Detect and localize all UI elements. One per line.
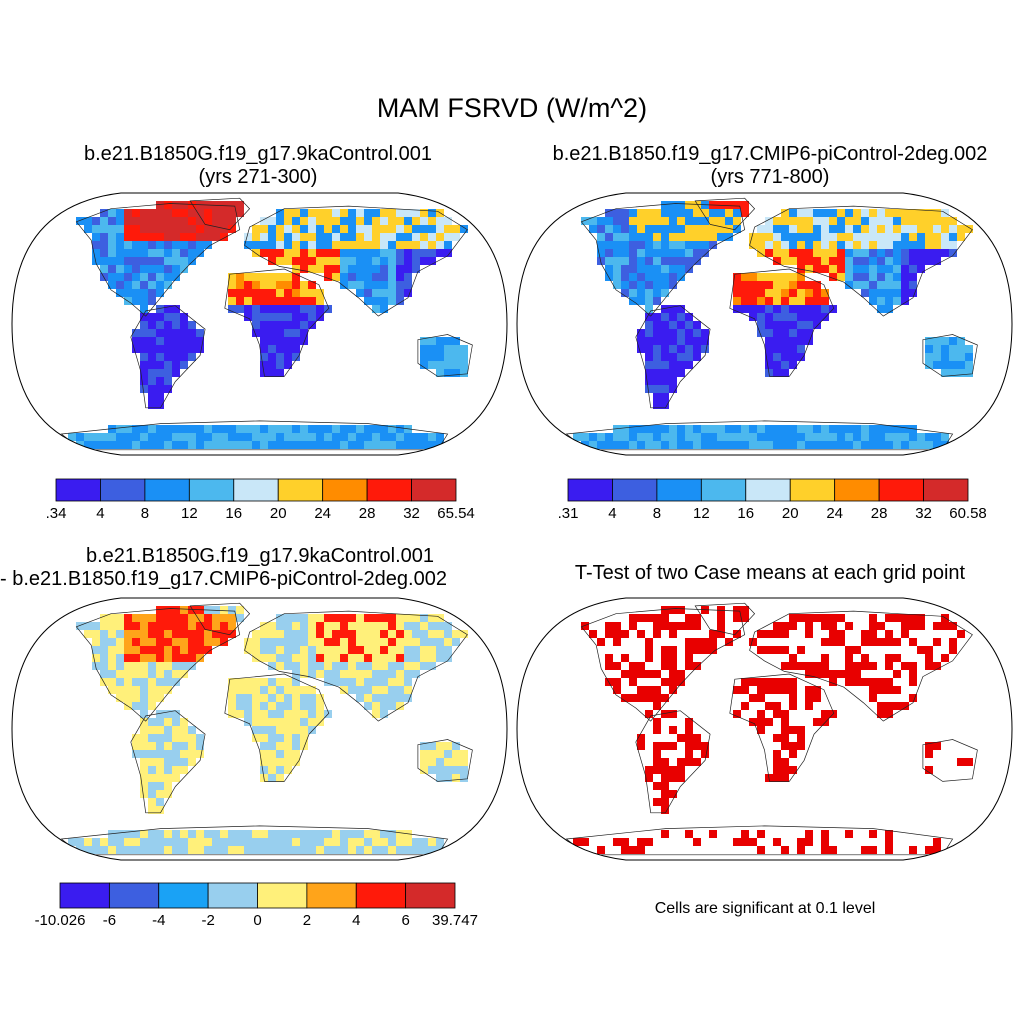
panel-title-line1: b.e21.B1850.f19_g17.CMIP6-piControl-2deg… [552, 143, 988, 165]
colorbar-tick-label: .31 [557, 505, 579, 522]
colorbar-tick-label: 4 [96, 505, 105, 522]
map-frame [516, 597, 1013, 861]
colorbar-swatch [59, 882, 110, 909]
panel-title-line2: (yrs 271-300) [198, 166, 318, 188]
colorbar-tick-label: 2 [302, 912, 312, 929]
coastlines [565, 197, 978, 451]
colorbar-tick-label: 8 [652, 505, 662, 522]
colorbar-tick-label: -6 [102, 912, 117, 929]
colorbar-tick-label: -10.026 [34, 912, 86, 929]
map-frame [11, 597, 508, 861]
coastlines [565, 602, 978, 856]
colorbar-tick-label: 12 [180, 505, 198, 522]
colorbar-tick-label: 32 [403, 505, 420, 522]
colorbar-tick-label: 20 [781, 505, 799, 522]
colorbar-tick-label: 0 [253, 912, 262, 929]
colorbar-tick-label: 12 [692, 505, 710, 522]
colorbar-tick-label: 65.54 [437, 505, 475, 522]
panel-title-line2: (yrs 771-800) [710, 166, 830, 188]
panel-title-line1: b.e21.B1850G.f19_g17.9kaControl.001 [85, 545, 435, 567]
colorbar-tick-label: 28 [358, 505, 376, 522]
main-title: MAM FSRVD (W/m^2) [376, 93, 648, 123]
colorbar-tick-label: 60.58 [949, 505, 987, 522]
colorbar-tick-label: -4 [152, 912, 166, 929]
colorbar-swatch [108, 882, 160, 909]
colorbar-swatch [207, 882, 258, 909]
panel-title-case1: b.e21.B1850G.f19_g17.9kaControl.001 (yrs… [18, 143, 498, 189]
colorbar-tick-label: 20 [269, 505, 287, 522]
land-cells [573, 201, 973, 449]
colorbar-tick-label: 28 [870, 505, 888, 522]
colorbar-tick-label: 32 [915, 505, 932, 522]
colorbar-tick-label: 8 [140, 505, 150, 522]
colorbar-swatch [257, 882, 308, 909]
colorbar-swatch [411, 478, 457, 502]
coastlines [60, 197, 473, 451]
colorbar-swatch [355, 882, 407, 909]
colorbar-tick-label: 24 [826, 505, 843, 522]
colorbar-swatch [306, 882, 357, 909]
colorbar-tick-label: 4 [608, 505, 617, 522]
colorbar-swatch [158, 882, 209, 909]
colorbar-swatch [405, 882, 456, 909]
panel-title-ttest: T-Test of two Case means at each grid po… [510, 562, 1024, 585]
land-cells [68, 606, 468, 854]
colorbar-tick-label: 4 [352, 912, 361, 929]
colorbar-tick-label: .34 [45, 505, 67, 522]
map-frame [516, 192, 1013, 456]
colorbar-swatch [923, 478, 969, 502]
panel-title-line1: T-Test of two Case means at each grid po… [574, 562, 966, 584]
coastlines [60, 602, 473, 856]
colorbar-tick-label: 16 [737, 505, 755, 522]
colorbar-tick-label: 39.747 [432, 912, 478, 929]
colorbar-tick-label: 24 [314, 505, 331, 522]
colorbar-tick-label: 6 [401, 912, 410, 929]
panel-title-difference: b.e21.B1850G.f19_g17.9kaControl.001 - b.… [0, 545, 520, 591]
panel-title-line1: b.e21.B1850G.f19_g17.9kaControl.001 [83, 143, 433, 165]
colorbar-tick-label: 16 [225, 505, 243, 522]
significance-note: Cells are significant at 0.1 level [654, 900, 876, 917]
map-frame [11, 192, 508, 456]
land-cells [573, 606, 973, 854]
colorbar-tick-label: -2 [201, 912, 215, 929]
panel-title-line2: - b.e21.B1850.f19_g17.CMIP6-piControl-2d… [0, 568, 447, 590]
panel-title-case2: b.e21.B1850.f19_g17.CMIP6-piControl-2deg… [510, 143, 1024, 189]
